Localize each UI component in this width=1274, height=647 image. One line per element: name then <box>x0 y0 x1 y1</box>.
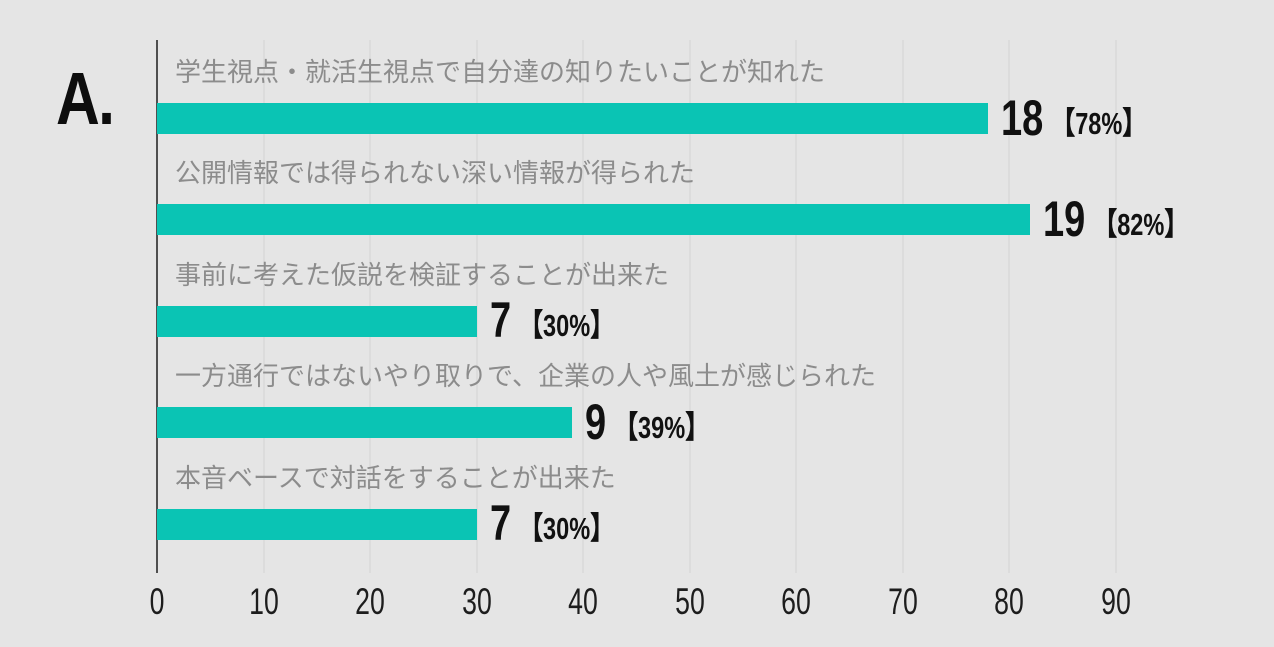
bar-value: 7 【30%】 <box>489 292 614 349</box>
bar-category-label: 学生視点・就活生視点で自分達の知りたいことが知れた <box>175 57 826 87</box>
section-label: A. <box>56 57 115 140</box>
bar <box>157 407 573 439</box>
bar-category-label: 本音ベースで対話をすることが出来た <box>175 462 616 493</box>
bar-percent-label: 【39%】 <box>614 409 710 445</box>
x-axis-tick-label: 30 <box>461 581 492 622</box>
bar-row: 一方通行ではないやり取りで、企業の人や風土が感じられた 9 【39%】 <box>0 362 1274 463</box>
bar-count-label: 18 <box>1000 89 1043 146</box>
x-axis-tick-label: 50 <box>674 581 705 622</box>
bar-category-label: 事前に考えた仮説を検証することが出来た <box>175 259 670 290</box>
gridline <box>688 40 691 573</box>
x-axis-tick-label: 20 <box>355 581 385 622</box>
bar-count-label: 9 <box>585 393 607 450</box>
gridline <box>901 40 904 573</box>
x-axis-tick-label: 70 <box>887 581 918 622</box>
x-axis-tick-label: 0 <box>149 581 165 622</box>
x-axis-tick-label: 80 <box>994 581 1024 622</box>
bar-value: 19 【82%】 <box>1043 190 1189 247</box>
bar-category-label: 一方通行ではないやり取りで、企業の人や風土が感じられた <box>175 361 876 392</box>
bar-count-label: 7 <box>489 495 511 552</box>
bar-percent-label: 【30%】 <box>518 308 614 344</box>
gridline <box>475 40 478 573</box>
bar-category-label: 公開情報では得られない深い情報が得られた <box>175 158 696 189</box>
x-axis-tick-label: 90 <box>1100 581 1131 622</box>
gridline <box>1008 40 1010 573</box>
bar-count-label: 7 <box>489 292 511 349</box>
bar-percent-label: 【78%】 <box>1051 105 1146 141</box>
gridline <box>582 40 584 573</box>
bar-value: 7 【30%】 <box>489 495 614 552</box>
bar-row: 学生視点・就活生視点で自分達の知りたいことが知れた 18 【78%】 <box>0 58 1274 159</box>
x-axis-tick-label: 40 <box>568 581 598 622</box>
bar <box>157 508 477 540</box>
gridline <box>1114 40 1117 573</box>
bar <box>157 103 988 134</box>
bar-row: 本音ベースで対話をすることが出来た 7 【30%】 <box>0 462 1274 565</box>
bar-value: 18 【78%】 <box>1000 89 1146 146</box>
x-axis-tick-label: 10 <box>248 581 279 622</box>
bar-percent-label: 【82%】 <box>1093 206 1189 242</box>
bar-row: 事前に考えた仮説を検証することが出来た 7 【30%】 <box>0 261 1274 362</box>
gridline <box>795 40 797 573</box>
bar-value: 9 【39%】 <box>585 393 710 450</box>
bar-row: 公開情報では得られない深い情報が得られた 19 【82%】 <box>0 159 1274 260</box>
bar-percent-label: 【30%】 <box>518 511 614 547</box>
bar <box>157 305 477 337</box>
bar <box>157 204 1031 236</box>
x-axis-tick-label: 60 <box>781 581 811 622</box>
bar-count-label: 19 <box>1043 190 1086 247</box>
